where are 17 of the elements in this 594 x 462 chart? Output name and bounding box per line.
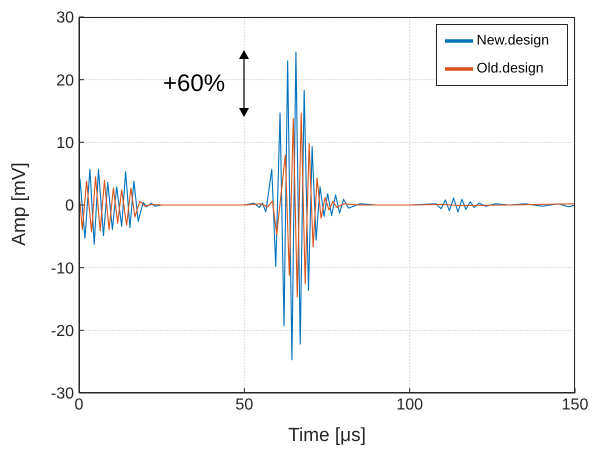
annotation: +60% [163, 70, 226, 98]
x-axis-title: Time [μs] [287, 425, 367, 447]
legend-label: Old.design [476, 60, 544, 76]
y-tick-label: -30 [50, 386, 74, 403]
legend-label: New.design [476, 32, 549, 48]
line-series [79, 52, 575, 360]
y-tick-label: -10 [50, 260, 74, 278]
y-tick-label: -20 [50, 323, 74, 340]
y-tick-label: 20 [56, 72, 74, 90]
y-tick-label: 10 [56, 135, 74, 152]
x-tick-label: 150 [562, 396, 588, 414]
line-series [79, 112, 575, 298]
y-axis-title: Amp [mV] [9, 161, 31, 248]
y-tick-label: 0 [65, 198, 74, 215]
y-tick-label: 30 [56, 10, 74, 27]
x-tick-label: 50 [235, 396, 254, 414]
x-tick-label: 100 [396, 396, 424, 414]
